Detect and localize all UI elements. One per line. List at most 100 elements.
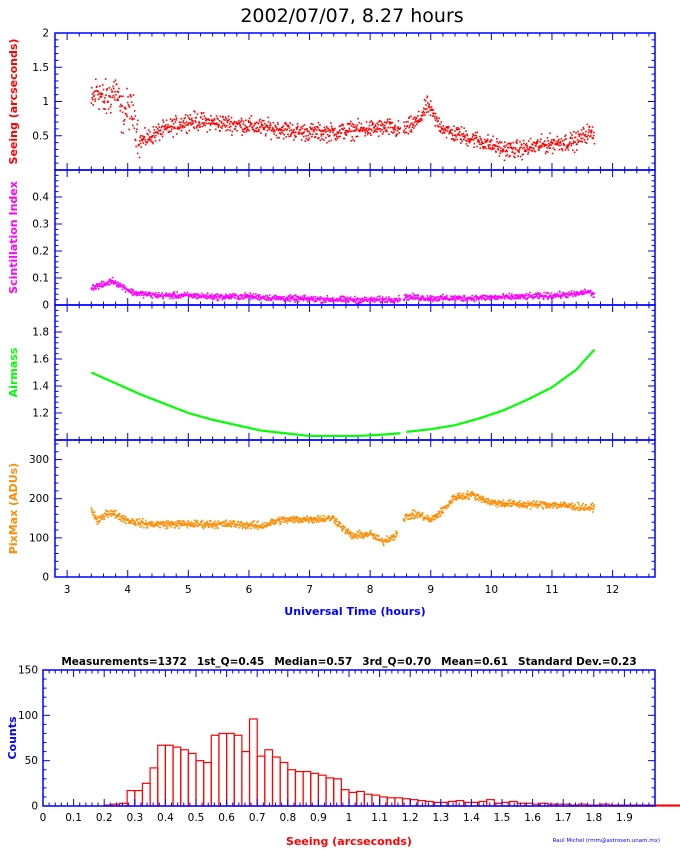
data-point	[508, 296, 510, 298]
data-point	[214, 523, 217, 526]
data-point	[297, 517, 300, 520]
data-point	[588, 125, 591, 128]
data-point	[411, 509, 414, 512]
data-point	[262, 524, 264, 526]
data-point	[110, 111, 112, 114]
data-point	[349, 298, 352, 300]
data-point	[336, 137, 339, 140]
data-point	[379, 127, 381, 130]
data-point	[418, 512, 421, 515]
data-point	[393, 302, 395, 304]
data-point	[416, 296, 419, 299]
data-point	[570, 142, 573, 145]
data-point	[150, 522, 152, 524]
data-point	[437, 510, 440, 513]
data-point	[546, 147, 548, 149]
data-point	[279, 522, 282, 525]
data-point	[151, 136, 153, 139]
data-point	[278, 132, 281, 134]
data-point	[271, 129, 274, 131]
data-point	[212, 523, 214, 526]
data-point	[94, 515, 97, 517]
data-point	[503, 145, 505, 147]
data-point	[504, 141, 506, 143]
data-point	[259, 297, 261, 300]
data-point	[316, 137, 319, 140]
data-point	[439, 131, 442, 133]
data-point	[97, 93, 99, 96]
data-point	[217, 527, 219, 530]
data-point	[92, 514, 94, 516]
data-point	[159, 294, 162, 296]
data-point	[493, 500, 496, 503]
data-point	[590, 129, 593, 132]
data-point	[276, 127, 278, 130]
data-point	[248, 295, 250, 298]
data-point	[287, 519, 289, 522]
data-point	[310, 516, 313, 519]
data-point	[229, 129, 231, 132]
data-point	[456, 493, 459, 496]
data-point	[436, 513, 439, 515]
data-point	[405, 295, 407, 297]
data-point	[372, 300, 374, 302]
data-point	[535, 292, 537, 295]
data-point	[447, 505, 450, 508]
data-point	[589, 291, 592, 294]
data-point	[274, 523, 276, 525]
data-point	[420, 117, 423, 120]
data-point	[442, 127, 444, 130]
data-point	[161, 523, 164, 525]
data-point	[316, 133, 318, 135]
data-point	[213, 117, 216, 120]
stats-item: Standard Dev.=0.23	[518, 656, 637, 668]
data-point	[132, 94, 135, 96]
data-point	[368, 124, 371, 127]
data-point	[290, 299, 292, 301]
data-point	[127, 518, 130, 521]
data-point	[216, 298, 219, 300]
data-point	[131, 117, 134, 119]
histogram-bar	[417, 799, 427, 807]
data-point	[301, 517, 304, 520]
data-point	[440, 296, 442, 299]
data-point	[556, 142, 558, 145]
data-point	[459, 492, 462, 495]
data-point	[420, 298, 423, 301]
data-point	[369, 132, 372, 135]
data-point	[281, 296, 284, 298]
data-point	[487, 134, 489, 136]
data-point	[309, 518, 312, 520]
data-point	[549, 132, 551, 135]
data-point	[350, 537, 353, 540]
data-point	[479, 497, 481, 500]
data-point	[344, 131, 346, 134]
data-point	[93, 511, 96, 513]
data-point	[151, 141, 154, 143]
data-point	[433, 112, 436, 115]
y-tick-label: 50	[25, 755, 38, 767]
data-point	[438, 299, 440, 302]
data-point	[538, 296, 541, 299]
data-point	[228, 293, 231, 296]
data-point	[462, 132, 465, 135]
data-point	[293, 299, 296, 302]
data-point	[229, 520, 231, 522]
data-point	[540, 133, 543, 135]
data-point	[241, 128, 244, 131]
data-point	[561, 148, 563, 150]
data-point	[352, 537, 355, 540]
data-point	[489, 503, 491, 506]
data-point	[361, 130, 363, 132]
data-point	[274, 124, 276, 127]
data-point	[577, 141, 580, 144]
data-point	[501, 151, 504, 153]
data-point	[348, 530, 350, 532]
data-point	[312, 519, 315, 522]
data-point	[339, 125, 342, 127]
data-point	[276, 298, 279, 301]
data-point	[443, 507, 446, 510]
data-point	[242, 130, 244, 133]
data-point	[377, 535, 380, 537]
